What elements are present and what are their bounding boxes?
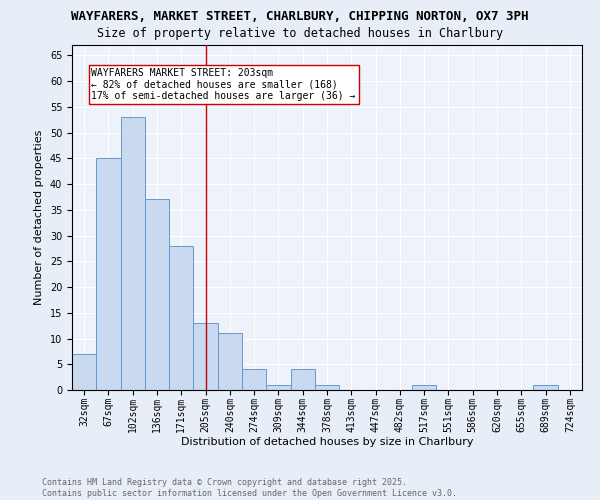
Bar [169, 246, 193, 390]
Text: WAYFARERS, MARKET STREET, CHARLBURY, CHIPPING NORTON, OX7 3PH: WAYFARERS, MARKET STREET, CHARLBURY, CHI… [71, 10, 529, 23]
Y-axis label: Number of detached properties: Number of detached properties [34, 130, 44, 305]
Bar [242, 370, 266, 390]
Text: Size of property relative to detached houses in Charlbury: Size of property relative to detached ho… [97, 28, 503, 40]
Bar [533, 385, 558, 390]
Bar [218, 334, 242, 390]
Bar [266, 385, 290, 390]
Bar [290, 370, 315, 390]
X-axis label: Distribution of detached houses by size in Charlbury: Distribution of detached houses by size … [181, 437, 473, 447]
Bar [72, 354, 96, 390]
Bar [412, 385, 436, 390]
Bar [193, 323, 218, 390]
Bar [145, 200, 169, 390]
Bar [96, 158, 121, 390]
Text: Contains HM Land Registry data © Crown copyright and database right 2025.
Contai: Contains HM Land Registry data © Crown c… [42, 478, 457, 498]
Bar [315, 385, 339, 390]
Text: WAYFARERS MARKET STREET: 203sqm
← 82% of detached houses are smaller (168)
17% o: WAYFARERS MARKET STREET: 203sqm ← 82% of… [91, 68, 356, 102]
Bar [121, 117, 145, 390]
